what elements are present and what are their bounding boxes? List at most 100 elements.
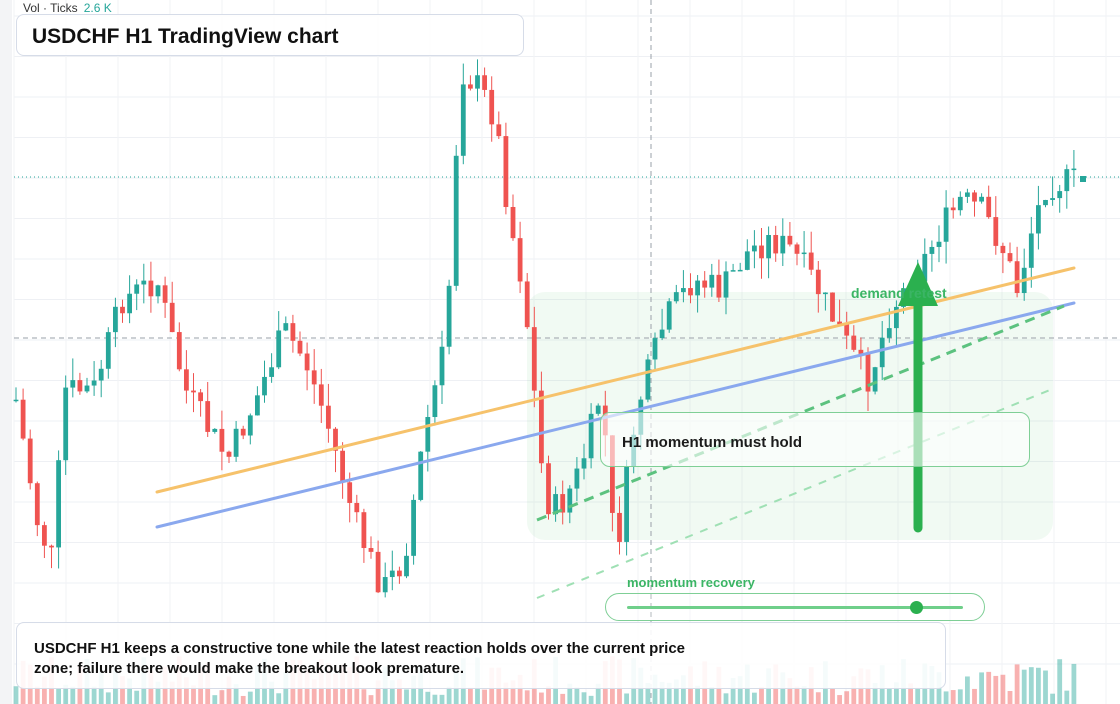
candle-body xyxy=(1050,198,1055,200)
candle-body xyxy=(588,413,594,459)
candle-body xyxy=(567,488,573,513)
volume-bar xyxy=(389,680,395,704)
volume-bar xyxy=(446,686,452,704)
volume-bar xyxy=(517,674,523,704)
volume-bar xyxy=(1014,664,1020,704)
candle-body xyxy=(546,463,551,515)
volume-bar xyxy=(34,686,40,704)
volume-legend-label: Vol · Ticks xyxy=(23,1,78,15)
candle-body xyxy=(858,349,864,354)
volume-bar xyxy=(404,689,409,704)
chart-title: USDCHF H1 TradingView chart xyxy=(32,25,339,48)
slider-track[interactable] xyxy=(627,606,963,609)
volume-bar xyxy=(56,688,61,704)
candle-body xyxy=(503,136,509,208)
volume-bar xyxy=(950,690,956,704)
candle-body xyxy=(801,252,807,255)
candle-body xyxy=(318,384,324,406)
volume-bar xyxy=(503,682,509,704)
volume-bar xyxy=(134,690,140,704)
volume-bar xyxy=(730,677,736,704)
candle-body xyxy=(482,75,487,90)
candle-body xyxy=(347,482,353,503)
volume-bar xyxy=(219,690,225,704)
candle-body xyxy=(965,192,970,197)
candle-body xyxy=(716,274,722,298)
candle-body xyxy=(879,337,885,368)
volume-bar xyxy=(574,687,580,704)
candle-body xyxy=(70,380,76,388)
candle-body xyxy=(468,84,473,89)
candle-body xyxy=(645,359,651,400)
volume-bar xyxy=(247,691,253,704)
candle-body xyxy=(255,395,260,416)
candle-body xyxy=(773,235,779,254)
candle-body xyxy=(382,577,388,593)
volume-bar xyxy=(397,679,402,704)
volume-bar xyxy=(752,692,757,704)
candle-body xyxy=(943,207,949,242)
volume-bar xyxy=(844,691,850,704)
volume-bar xyxy=(737,676,743,704)
caption-text: USDCHF H1 keeps a constructive tone whil… xyxy=(34,640,686,677)
volume-bar xyxy=(361,689,367,704)
slider-knob[interactable] xyxy=(909,601,923,614)
candle-body xyxy=(397,570,402,577)
candle-body xyxy=(113,306,118,333)
volume-bar xyxy=(1043,670,1048,704)
candle-body xyxy=(247,415,253,436)
candle-body xyxy=(340,450,345,483)
candle-body xyxy=(304,353,310,371)
caption-box: USDCHF H1 keeps a constructive tone whil… xyxy=(16,622,946,689)
candle-body xyxy=(205,401,211,432)
candle-body xyxy=(595,405,601,414)
candle-body xyxy=(1014,261,1020,294)
candle-body xyxy=(432,385,438,418)
channel-upper-dashed xyxy=(536,304,1065,522)
last-price-marker xyxy=(1080,176,1086,182)
candle-body xyxy=(794,244,800,254)
volume-bar xyxy=(979,672,984,704)
volume-bar xyxy=(581,692,587,704)
candle-body xyxy=(936,241,942,247)
candle-body xyxy=(63,387,69,461)
volume-bar xyxy=(851,676,857,704)
candle-body xyxy=(375,551,381,593)
candle-body xyxy=(1028,233,1034,268)
volume-bar xyxy=(588,695,594,704)
volume-bar xyxy=(794,686,800,704)
volume-bar xyxy=(311,679,317,704)
volume-bar xyxy=(943,691,949,704)
volume-bar xyxy=(42,676,47,704)
candle-body xyxy=(659,329,665,339)
candle-body xyxy=(986,196,992,218)
candle-body xyxy=(460,84,466,156)
volume-bar xyxy=(567,683,573,704)
candle-body xyxy=(673,292,679,302)
volume-bar xyxy=(986,671,992,704)
momentum-slider[interactable] xyxy=(605,593,985,621)
volume-bar xyxy=(468,687,473,704)
candle-body xyxy=(702,280,708,288)
candle-body xyxy=(98,368,104,381)
volume-bar xyxy=(13,686,19,704)
candle-body xyxy=(20,399,26,439)
candle-body xyxy=(780,235,786,254)
volume-bar xyxy=(425,691,431,704)
candle-body xyxy=(439,346,445,386)
candle-body xyxy=(176,332,182,370)
volume-bar xyxy=(673,679,679,704)
candle-body xyxy=(404,555,409,577)
volume-bar xyxy=(815,692,821,704)
candle-body xyxy=(184,369,189,391)
candle-body xyxy=(823,292,828,295)
volume-bar xyxy=(723,693,729,704)
candle-body xyxy=(553,494,558,515)
candle-body xyxy=(49,545,54,548)
candle-body xyxy=(1000,245,1006,254)
volume-bar xyxy=(624,693,629,704)
candle-body xyxy=(560,494,566,513)
volume-bar xyxy=(105,692,111,704)
volume-bar xyxy=(63,684,69,704)
candle-body xyxy=(581,458,587,469)
